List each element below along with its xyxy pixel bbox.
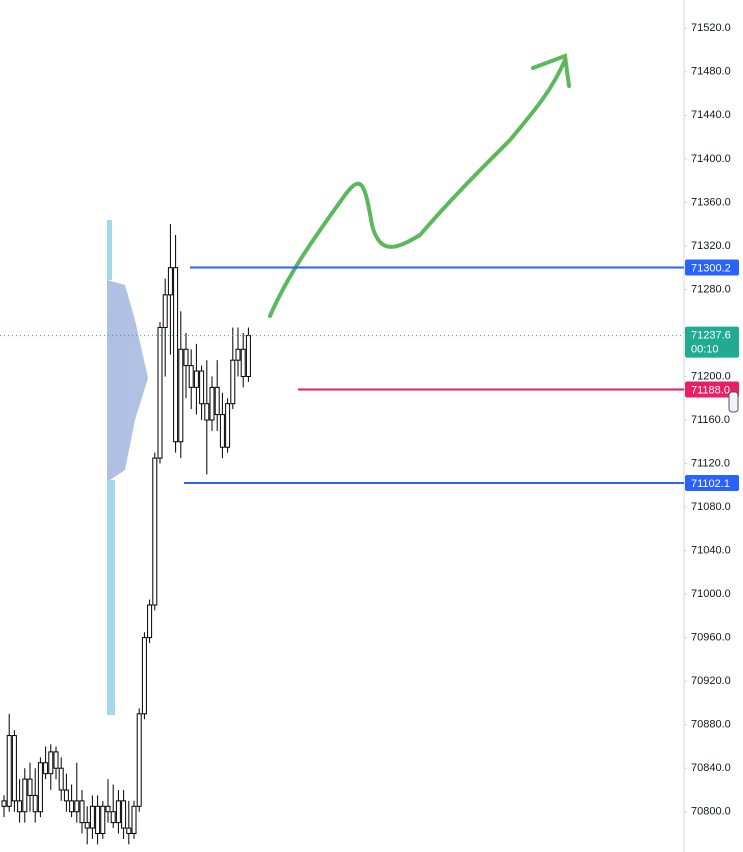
y-tick-label: 71400.0 xyxy=(691,153,731,165)
candle-body xyxy=(204,403,210,421)
candle-body xyxy=(214,386,220,416)
candle-body xyxy=(100,805,106,835)
y-tick-label: 70880.0 xyxy=(691,719,731,731)
candle-body xyxy=(48,751,54,775)
y-tick-label: 71120.0 xyxy=(691,457,730,469)
y-tick-label: 70800.0 xyxy=(691,806,731,818)
candle-body xyxy=(147,604,153,639)
candle-body xyxy=(126,827,132,835)
candle-body xyxy=(79,800,85,824)
vp-bar xyxy=(107,480,115,715)
candle-body xyxy=(230,359,236,405)
candle-body xyxy=(74,800,80,813)
candle-body xyxy=(11,735,17,802)
y-tick-label: 71280.0 xyxy=(691,283,731,295)
candle-body xyxy=(209,386,215,421)
level-label-box xyxy=(685,475,739,492)
candle-body xyxy=(27,778,33,796)
y-tick-label: 70840.0 xyxy=(691,762,731,774)
candle-body xyxy=(53,751,59,769)
level-label: 71102.1 xyxy=(691,478,730,490)
scroll-handle xyxy=(728,391,739,413)
candle-body xyxy=(63,789,69,802)
candle-body xyxy=(110,811,116,824)
y-tick-label: 71360.0 xyxy=(691,196,731,208)
candle-body xyxy=(84,822,90,829)
candle-body xyxy=(178,348,184,443)
vp-bar xyxy=(107,220,112,280)
candle-body xyxy=(167,267,173,296)
candle-body xyxy=(245,335,251,377)
candle-body xyxy=(131,805,137,835)
candle-body xyxy=(1,800,7,807)
y-tick-label: 71080.0 xyxy=(691,501,731,513)
candle-body xyxy=(219,414,225,448)
level-label: 71188.0 xyxy=(691,384,730,396)
y-tick-label: 71200.0 xyxy=(691,370,731,382)
y-tick-label: 71440.0 xyxy=(691,109,731,121)
y-tick-label: 71480.0 xyxy=(691,66,731,78)
level-label: 71300.2 xyxy=(691,262,731,274)
candle-body xyxy=(173,267,179,443)
candle-body xyxy=(58,767,64,791)
level-label-box xyxy=(685,381,739,398)
candle-body xyxy=(89,805,95,829)
candle-body xyxy=(105,805,111,813)
volume-profile xyxy=(107,220,148,715)
y-tick-label: 71040.0 xyxy=(691,544,731,556)
candle-body xyxy=(32,794,38,813)
candle-body xyxy=(225,403,231,448)
y-tick-label: 70960.0 xyxy=(691,632,731,644)
last-price-label: 71237.6 xyxy=(691,329,731,341)
candle-body xyxy=(199,370,205,405)
countdown-label: 00:10 xyxy=(691,343,719,355)
candle-body xyxy=(22,778,28,813)
candle-body xyxy=(115,800,121,824)
arrow-drawing xyxy=(268,53,571,318)
candle-body xyxy=(95,805,101,835)
candle-body xyxy=(136,713,142,807)
y-tick-label: 70920.0 xyxy=(691,675,731,687)
candle-body xyxy=(69,800,75,813)
level-label-box xyxy=(685,259,739,276)
y-tick-label: 71000.0 xyxy=(691,588,731,600)
candle-body xyxy=(157,327,163,459)
last-price-box xyxy=(685,326,739,358)
candle-body xyxy=(6,735,12,807)
candle-body xyxy=(240,348,246,377)
candle-body xyxy=(193,370,199,388)
candle-body xyxy=(188,365,194,388)
y-tick-label: 71160.0 xyxy=(691,414,730,426)
candle-body xyxy=(121,800,127,829)
candle-body xyxy=(141,637,147,715)
y-tick-label: 71320.0 xyxy=(691,240,731,252)
candle-body xyxy=(152,457,158,606)
candle-body xyxy=(43,762,49,775)
y-tick-label: 71520.0 xyxy=(691,22,731,34)
candle-body xyxy=(235,348,241,361)
candle-body xyxy=(17,800,23,813)
candle-body xyxy=(183,348,189,367)
candle-body xyxy=(162,294,168,329)
vp-bar xyxy=(107,280,148,480)
candle-body xyxy=(37,762,43,813)
